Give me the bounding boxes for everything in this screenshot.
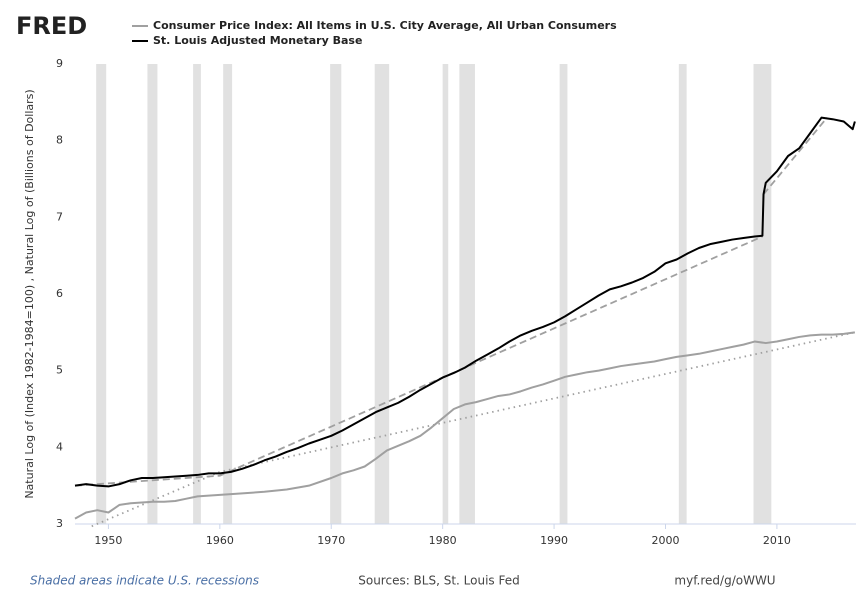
legend-label: St. Louis Adjusted Monetary Base	[153, 34, 362, 47]
x-tick-label: 1980	[429, 534, 457, 547]
y-tick-label: 5	[56, 364, 63, 377]
recession-band	[193, 64, 201, 524]
x-tick-label: 1990	[540, 534, 568, 547]
y-tick-label: 9	[56, 57, 63, 70]
trend-line	[762, 117, 828, 195]
recession-band	[96, 64, 107, 524]
y-tick-label: 4	[56, 440, 63, 453]
x-tick-label: 1960	[206, 534, 234, 547]
x-tick-label: 2000	[651, 534, 679, 547]
series-line	[74, 331, 856, 520]
recession-band	[442, 64, 449, 524]
recession-band	[559, 64, 568, 524]
recession-band	[330, 64, 342, 524]
recession-band	[223, 64, 233, 524]
link[interactable]: myf.red/g/oWWU	[674, 574, 775, 588]
series-line	[74, 116, 856, 488]
legend-label: Consumer Price Index: All Items in U.S. …	[153, 19, 617, 32]
x-tick-label: 2010	[763, 534, 791, 547]
recession-band	[459, 64, 475, 524]
trend-line	[91, 331, 856, 528]
source: Sources: BLS, St. Louis Fed	[358, 574, 520, 588]
recession-band	[678, 64, 687, 524]
recession-band	[753, 64, 772, 524]
x-tick-label: 1950	[94, 534, 122, 547]
y-tick-label: 3	[56, 517, 63, 530]
recession-band	[147, 64, 158, 524]
y-axis-label: Natural Log of (Index 1982-1984=100) , N…	[23, 89, 36, 498]
x-tick-label: 1970	[317, 534, 345, 547]
logo: FRED	[16, 12, 87, 40]
y-tick-label: 6	[56, 287, 63, 300]
y-tick-label: 8	[56, 134, 63, 147]
recession-note: Shaded areas indicate U.S. recessions	[30, 574, 259, 588]
y-tick-label: 7	[56, 210, 63, 223]
